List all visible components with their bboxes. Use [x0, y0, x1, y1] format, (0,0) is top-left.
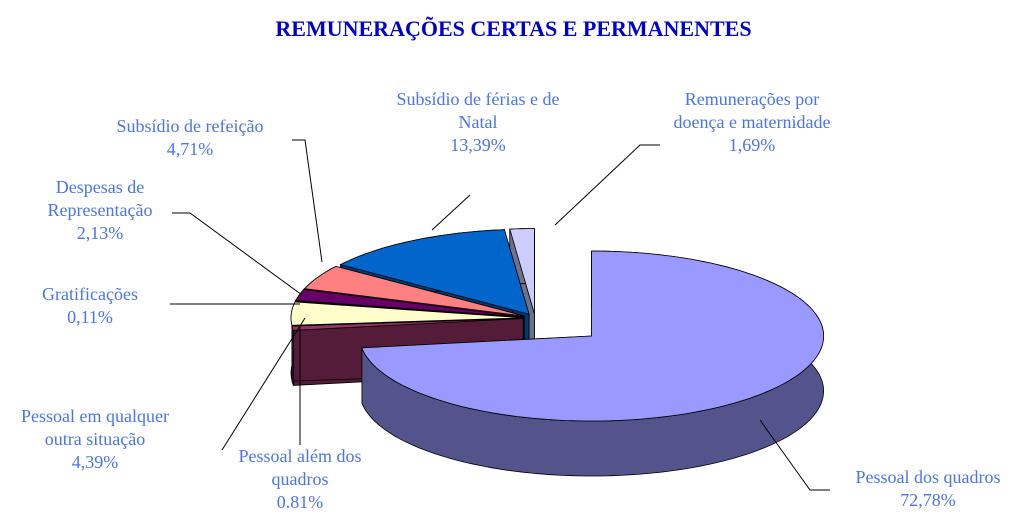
data-label: Pessoal além dos quadros 0.81% [220, 445, 380, 514]
category-label: Pessoal além dos quadros [238, 446, 362, 489]
category-label: Subsídio de refeição [116, 116, 264, 136]
value-label: 4,71% [166, 139, 214, 159]
slice-top [294, 300, 524, 318]
data-label: Subsídio de refeição 4,71% [85, 115, 295, 161]
category-label: Subsídio de férias e de Natal [396, 89, 560, 132]
value-label: 4,39% [71, 452, 119, 472]
value-label: 2,13% [76, 223, 124, 243]
leader-lines [170, 139, 830, 491]
data-label: Despesas de Representação 2,13% [30, 176, 170, 245]
data-label: Gratificações 0,11% [10, 283, 170, 329]
slice-side [291, 325, 294, 386]
value-label: 1,69% [728, 135, 776, 155]
category-label: Remunerações por doença e maternidade [673, 89, 831, 132]
leader-line [759, 419, 830, 491]
slice-top [303, 265, 525, 317]
slice-top [291, 318, 524, 331]
leader-line [292, 139, 323, 263]
category-label: Pessoal em qualquer outra situação [21, 406, 169, 449]
value-label: 72,78% [900, 490, 956, 510]
slice-top [361, 250, 824, 422]
pie-slice [361, 250, 824, 477]
category-label: Despesas de Representação [47, 177, 153, 220]
value-label: 0.81% [276, 492, 324, 512]
value-label: 13,39% [450, 135, 506, 155]
slice-top [509, 228, 535, 314]
leader-line [221, 317, 306, 451]
data-label: Remunerações por doença e maternidade 1,6… [667, 88, 837, 157]
leader-line [554, 144, 660, 226]
data-label: Pessoal dos quadros 72,78% [828, 466, 1027, 512]
data-label: Subsídio de férias e de Natal 13,39% [388, 88, 568, 157]
leader-line [431, 194, 471, 231]
slice-top [339, 229, 530, 315]
value-label: 0,11% [67, 307, 113, 327]
chart-title: REMUNERAÇÕES CERTAS E PERMANENTES [275, 16, 752, 41]
category-label: Gratificações [42, 284, 138, 304]
data-label: Pessoal em qualquer outra situação 4,39% [5, 405, 185, 474]
leader-line [172, 212, 303, 296]
category-label: Pessoal dos quadros [855, 467, 1001, 487]
pie [290, 228, 824, 477]
